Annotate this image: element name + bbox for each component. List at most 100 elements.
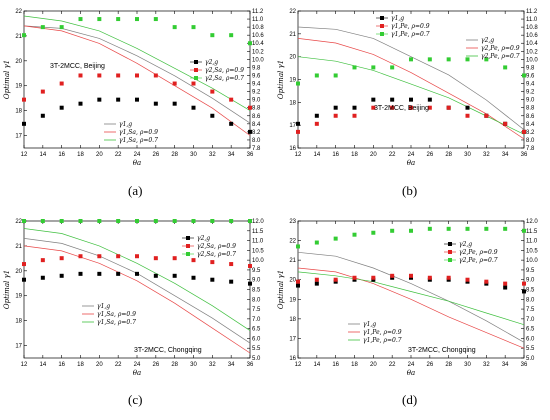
y2-tick-label: 8.0: [526, 297, 535, 303]
series-marker-3: [40, 275, 45, 280]
series-marker-3: [296, 283, 300, 288]
x-tick-label: 30: [190, 152, 197, 158]
legend-marker: [380, 32, 384, 36]
series-marker-4: [153, 73, 158, 78]
series-marker-5: [191, 25, 196, 30]
legend-marker: [380, 24, 384, 28]
y2-tick-label: 5.5: [526, 346, 535, 352]
series-marker-4: [465, 113, 470, 118]
legend-label: γ1,Pe, ρ=0.7: [391, 31, 430, 38]
y-tick-label: 21: [15, 244, 22, 250]
series-marker-5: [522, 73, 526, 78]
series-marker-4: [40, 258, 45, 263]
x-tick-label: 24: [134, 362, 141, 368]
series-marker-3: [22, 277, 26, 282]
y2-tick-label: 6.0: [526, 336, 535, 342]
series-marker-5: [314, 240, 319, 245]
legend-label: γ1,g: [363, 321, 376, 328]
legend-label: γ2,Sa, ρ=0.9: [197, 243, 236, 250]
y-tick-label: 22: [289, 9, 296, 15]
y2-tick-label: 5.0: [526, 356, 535, 362]
legend-label: γ1,Sa, ρ=0.7: [97, 319, 136, 326]
y2-tick-label: 10.4: [526, 41, 538, 47]
series-marker-4: [296, 279, 300, 284]
legend-label: γ2,Pe, ρ=0.7: [481, 53, 520, 60]
y2-tick-label: 7.8: [252, 146, 261, 152]
legend-marker: [194, 68, 198, 72]
y-tick-label: 23: [289, 219, 296, 225]
legend-marker: [448, 250, 452, 254]
site-label: 3T-2MCC, Chongqing: [408, 347, 476, 354]
legend-label: γ1,Pe, ρ=0.9: [363, 329, 402, 336]
y-tick-label: 21: [15, 34, 22, 40]
y-tick-label: 16: [289, 356, 296, 362]
x-tick-label: 30: [464, 362, 471, 368]
series-marker-3: [135, 97, 139, 102]
series-marker-5: [40, 219, 45, 223]
legend-label: γ1,Sa, ρ=0.9: [119, 129, 158, 136]
series-marker-4: [248, 264, 252, 269]
y-tick-label: 19: [15, 294, 22, 300]
series-marker-5: [465, 226, 470, 231]
legend-label: γ2,Sa, ρ=0.7: [197, 251, 236, 258]
series-marker-4: [409, 273, 413, 278]
x-tick-label: 34: [502, 362, 509, 368]
legend-label: γ1,g: [391, 15, 404, 22]
y-tick-label: 20: [15, 269, 22, 275]
series-marker-3: [97, 271, 102, 276]
panel-a: 12 14 16 18 20 22 24 26 28 30 32 34 36 17 18 19 20 21 22 7.…: [3, 9, 264, 167]
plot-frame: [297, 220, 525, 359]
y-tick-label: 22: [15, 9, 22, 15]
x-tick-label: 20: [370, 362, 377, 368]
series-marker-3: [503, 285, 508, 290]
y2-tick-label: 8.6: [526, 114, 535, 120]
series-marker-4: [97, 73, 102, 78]
legend-label: γ1,g: [97, 303, 110, 310]
y2-tick-label: 11.0: [526, 239, 538, 245]
series-marker-3: [172, 273, 177, 278]
y-tick-label: 22: [289, 239, 296, 245]
y-tick-label: 19: [289, 297, 296, 303]
series-marker-3: [314, 281, 319, 286]
series-marker-3: [59, 105, 64, 110]
x-tick-label: 34: [502, 152, 509, 158]
series-marker-5: [333, 236, 338, 241]
series-marker-5: [333, 73, 338, 78]
series-marker-4: [352, 275, 357, 280]
series-marker-5: [371, 65, 376, 70]
series-marker-4: [522, 129, 526, 134]
y2-tick-label: 9.5: [252, 268, 261, 274]
series-marker-5: [248, 41, 252, 46]
legend-label: γ1,Pe, ρ=0.7: [363, 337, 402, 344]
y2-tick-label: 8.5: [526, 288, 535, 294]
caption-c: (c): [128, 392, 143, 407]
series-marker-5: [191, 219, 196, 223]
series-marker-5: [210, 33, 215, 38]
legend-label: γ1,Sa, ρ=0.9: [97, 311, 136, 318]
series-marker-5: [503, 226, 508, 231]
y2-tick-label: 7.5: [252, 307, 261, 313]
x-tick-label: 24: [408, 152, 415, 158]
y2-tick-label: 10.6: [526, 33, 538, 39]
y2-tick-label: 11.2: [526, 9, 538, 15]
series-marker-5: [97, 219, 102, 223]
series-marker-5: [427, 57, 432, 62]
x-tick-label: 20: [96, 152, 103, 158]
y-tick-label: 17: [15, 134, 22, 140]
series-marker-5: [390, 228, 395, 233]
x-tick-label: 26: [152, 152, 159, 158]
legend-label: γ1,Pe, ρ=0.9: [391, 23, 430, 30]
x-tick-label: 32: [483, 152, 490, 158]
series-marker-5: [172, 219, 177, 223]
series-marker-5: [390, 65, 395, 70]
series-marker-4: [210, 260, 215, 265]
x-tick-label: 22: [389, 152, 396, 158]
legend-label: γ2,Pe, ρ=0.7: [459, 257, 498, 264]
series-marker-3: [172, 101, 177, 106]
y-tick-label: 20: [289, 278, 296, 284]
legend-label: γ2,g: [205, 59, 218, 66]
series-marker-5: [427, 226, 432, 231]
series-marker-5: [210, 219, 215, 223]
y2-tick-label: 8.5: [252, 288, 261, 294]
